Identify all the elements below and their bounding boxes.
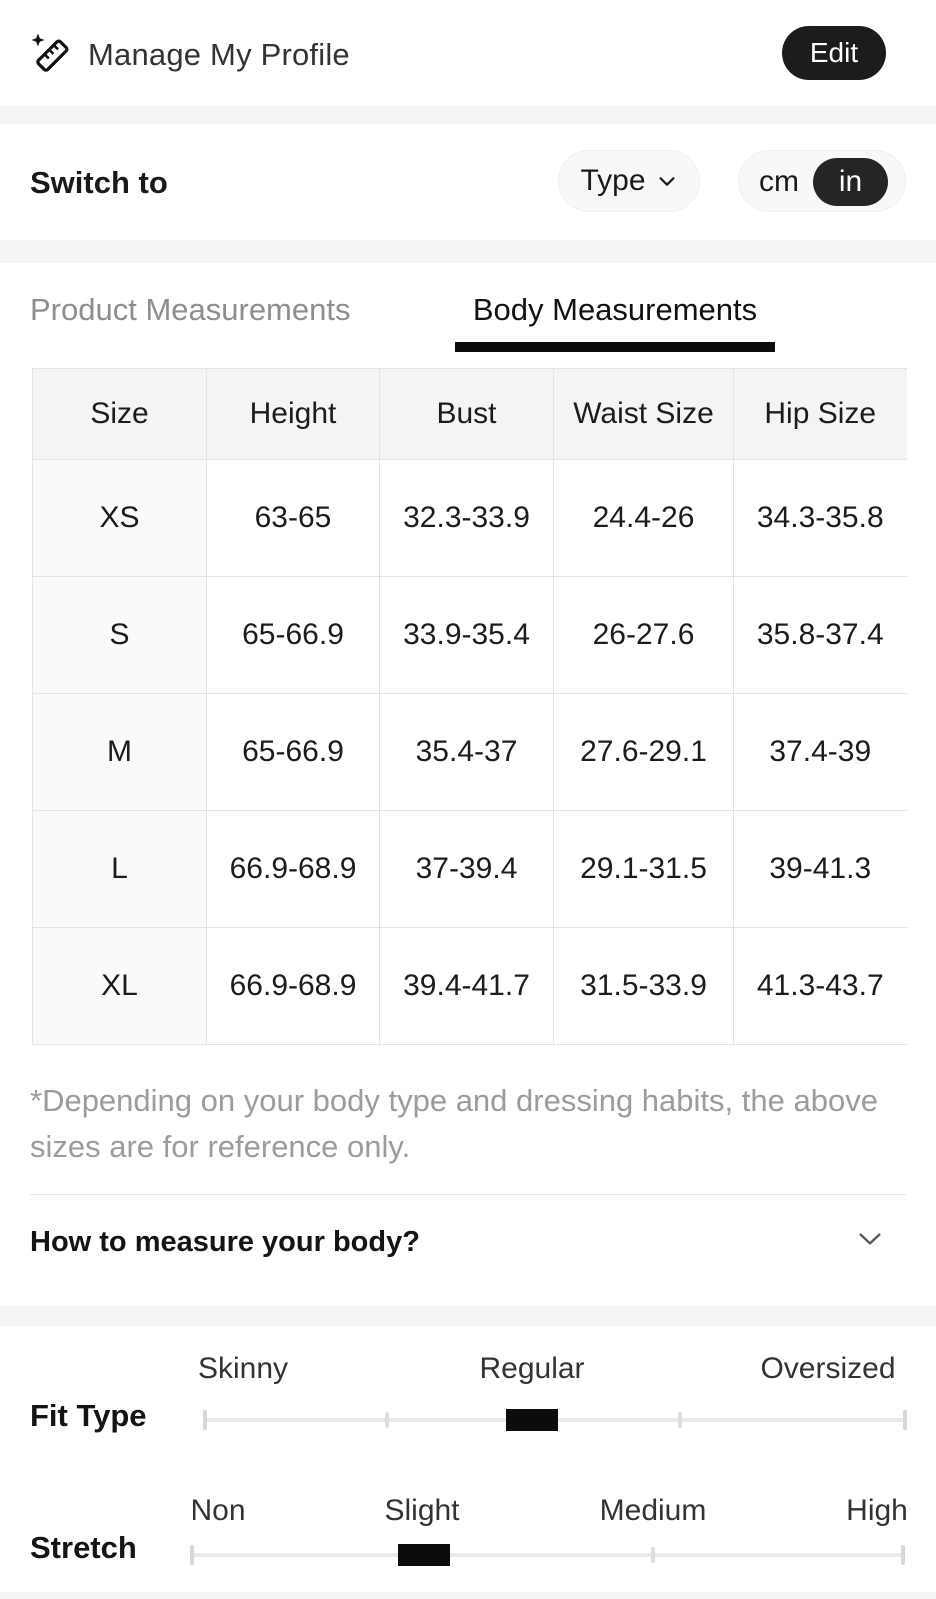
type-dropdown[interactable]: Type (558, 150, 700, 212)
section-divider-band (0, 1306, 936, 1326)
slider-tick (385, 1412, 389, 1428)
value-cell: 66.9-68.9 (206, 927, 380, 1045)
value-cell: 27.6-29.1 (553, 693, 734, 811)
stretch-track (192, 1553, 903, 1557)
value-cell: 32.3-33.9 (379, 459, 554, 577)
table-header-row: Size Height Bust Waist Size Hip Size (32, 368, 907, 460)
table-row: XS 63-65 32.3-33.9 24.4-26 34.3-35.8 (32, 459, 907, 577)
value-cell: 39.4-41.7 (379, 927, 554, 1045)
col-header-hip: Hip Size (733, 368, 907, 460)
value-cell: 41.3-43.7 (733, 927, 907, 1045)
how-to-measure-link[interactable]: How to measure your body? (30, 1226, 420, 1258)
stretch-option-high: High (846, 1494, 908, 1527)
size-disclaimer-text: *Depending on your body type and dressin… (30, 1083, 878, 1164)
active-tab-underline (455, 342, 775, 352)
chevron-down-icon (656, 170, 678, 192)
unit-toggle[interactable]: cm in (738, 150, 906, 212)
slider-end-cap (901, 1545, 905, 1565)
value-cell: 31.5-33.9 (553, 927, 734, 1045)
slider-end-cap (203, 1410, 207, 1430)
edit-button-label: Edit (809, 37, 859, 68)
chevron-down-icon[interactable] (854, 1222, 886, 1259)
slider-tick (678, 1412, 682, 1428)
switch-to-label: Switch to (30, 165, 168, 200)
value-cell: 65-66.9 (206, 576, 380, 694)
section-divider-band (0, 106, 936, 124)
value-cell: 35.8-37.4 (733, 576, 907, 694)
slider-tick (651, 1547, 655, 1563)
table-row: S 65-66.9 33.9-35.4 26-27.6 35.8-37.4 (32, 576, 907, 694)
stretch-option-non: Non (190, 1494, 246, 1527)
table-row: L 66.9-68.9 37-39.4 29.1-31.5 39-41.3 (32, 810, 907, 928)
value-cell: 24.4-26 (553, 459, 734, 577)
body-measurements-table: Size Height Bust Waist Size Hip Size XS … (32, 368, 907, 1045)
value-cell: 35.4-37 (379, 693, 554, 811)
size-cell: XL (32, 927, 207, 1045)
value-cell: 29.1-31.5 (553, 810, 734, 928)
value-cell: 37.4-39 (733, 693, 907, 811)
fit-type-option-oversized: Oversized (760, 1352, 896, 1385)
value-cell: 63-65 (206, 459, 380, 577)
value-cell: 65-66.9 (206, 693, 380, 811)
edit-button[interactable]: Edit (782, 26, 886, 80)
table-row: M 65-66.9 35.4-37 27.6-29.1 37.4-39 (32, 693, 907, 811)
col-header-waist: Waist Size (553, 368, 734, 460)
value-cell: 66.9-68.9 (206, 810, 380, 928)
value-cell: 33.9-35.4 (379, 576, 554, 694)
value-cell: 37-39.4 (379, 810, 554, 928)
section-divider-band (0, 240, 936, 263)
fit-type-handle-regular (506, 1409, 558, 1431)
stretch-option-slight: Slight (384, 1494, 460, 1527)
fit-type-option-skinny: Skinny (197, 1352, 289, 1385)
unit-option-cm[interactable]: cm (759, 165, 799, 198)
ruler-icon (30, 33, 70, 73)
value-cell: 34.3-35.8 (733, 459, 907, 577)
size-cell: L (32, 810, 207, 928)
fit-type-option-regular: Regular (479, 1352, 585, 1385)
divider-line (30, 1194, 906, 1195)
unit-option-in-selected[interactable]: in (813, 158, 888, 206)
col-header-height: Height (206, 368, 380, 460)
col-header-size: Size (32, 368, 207, 460)
page-title: Manage My Profile (88, 37, 350, 72)
table-row: XL 66.9-68.9 39.4-41.7 31.5-33.9 41.3-43… (32, 927, 907, 1045)
section-divider-band (0, 1592, 936, 1599)
tab-product-measurements[interactable]: Product Measurements (30, 292, 351, 327)
size-cell: XS (32, 459, 207, 577)
size-cell: M (32, 693, 207, 811)
slider-end-cap (903, 1410, 907, 1430)
stretch-option-medium: Medium (599, 1494, 707, 1527)
stretch-label: Stretch (30, 1530, 137, 1565)
size-cell: S (32, 576, 207, 694)
type-dropdown-label: Type (580, 164, 646, 197)
col-header-bust: Bust (379, 368, 554, 460)
stretch-handle-slight (398, 1544, 450, 1566)
tab-body-measurements[interactable]: Body Measurements (472, 292, 758, 327)
fit-type-label: Fit Type (30, 1398, 147, 1433)
value-cell: 26-27.6 (553, 576, 734, 694)
slider-end-cap (190, 1545, 194, 1565)
value-cell: 39-41.3 (733, 810, 907, 928)
